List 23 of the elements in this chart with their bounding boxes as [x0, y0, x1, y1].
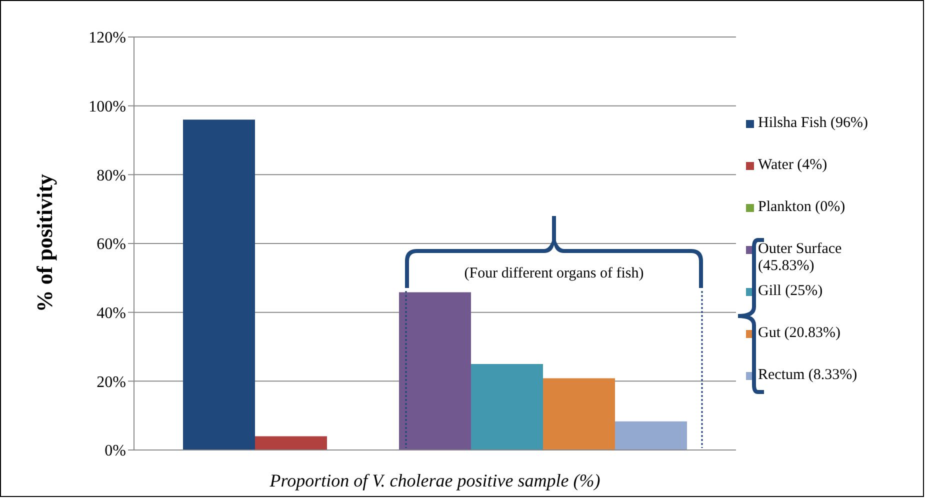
bar	[615, 421, 687, 450]
legend-label: Plankton (0%)	[758, 199, 846, 216]
bar	[183, 120, 255, 450]
legend-label: Gill (25%)	[758, 283, 824, 300]
bar	[399, 292, 471, 450]
bar	[543, 378, 615, 450]
y-tick-label: 20%	[96, 374, 126, 391]
y-tick-label: 120%	[88, 30, 126, 47]
x-axis-title: Proportion of V. cholerae positive sample (%)	[270, 470, 600, 492]
annotation: (Four different organs of fish)	[464, 266, 644, 282]
y-tick-label: 40%	[96, 305, 126, 322]
legend-label: Gut (20.83%)	[758, 325, 842, 342]
y-tick-label: 60%	[96, 236, 126, 254]
y-tick-label: 80%	[96, 167, 126, 184]
bar	[471, 364, 543, 450]
legend-label: Water (4%)	[758, 157, 828, 174]
y-tick-label: 100%	[88, 98, 126, 116]
y-tick-label: 0%	[104, 442, 126, 460]
legend-label: Hilsha Fish (96%)	[758, 115, 869, 132]
y-axis-title: % of positivity	[32, 174, 58, 312]
bar	[255, 436, 327, 450]
legend-label: Outer Surface (45.83%)	[758, 241, 843, 275]
legend-label: Rectum (8.33%)	[758, 367, 858, 384]
